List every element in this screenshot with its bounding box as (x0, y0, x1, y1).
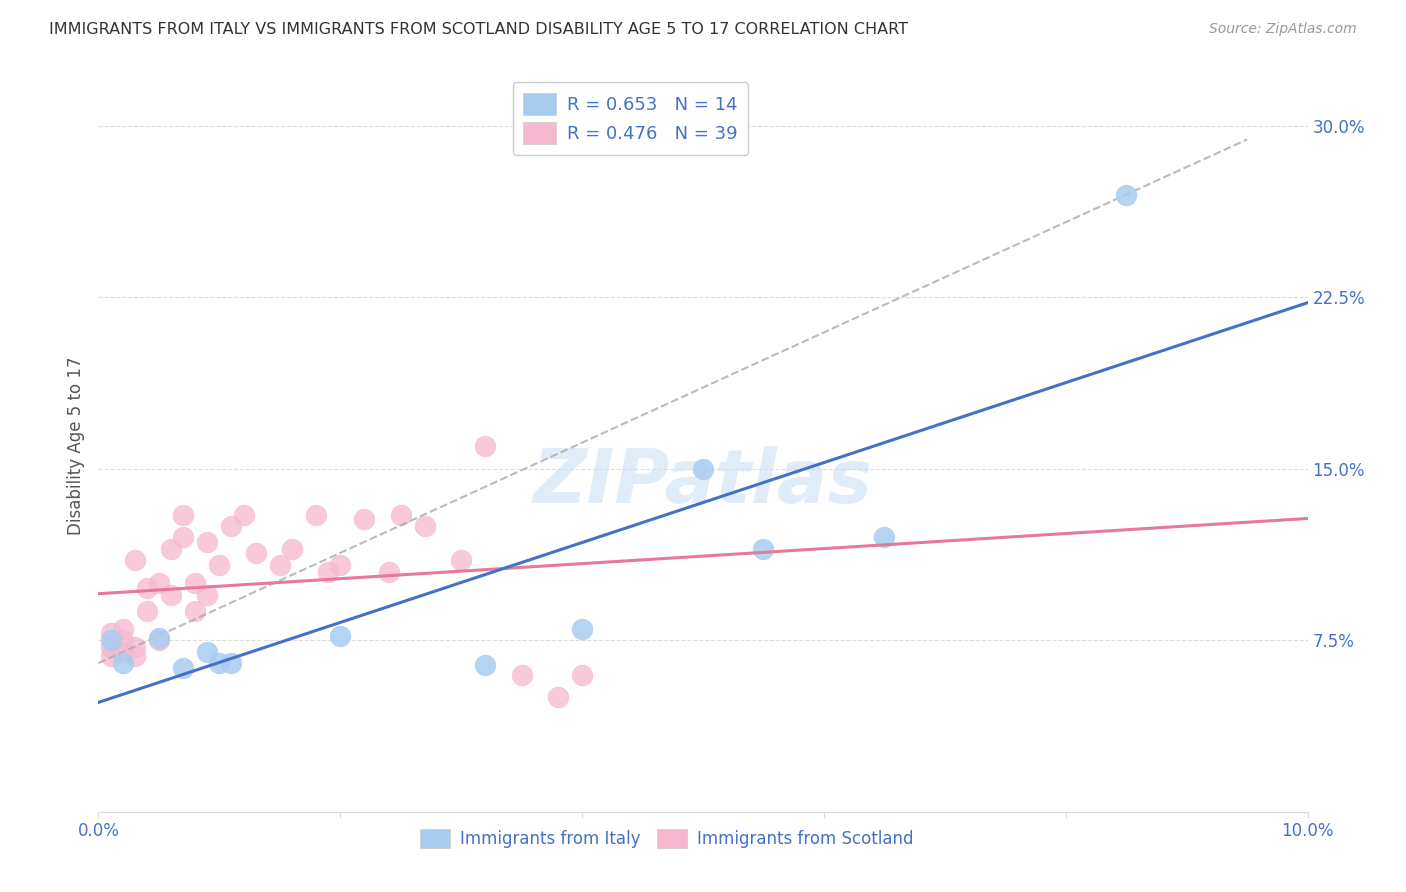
Point (450, 553, 472, 567)
Point (172, 530, 194, 544)
Point (124, 640, 146, 655)
Point (195, 588, 218, 602)
Point (221, 519, 243, 533)
Point (389, 508, 412, 522)
Point (124, 649, 146, 664)
Point (172, 508, 194, 522)
Y-axis label: Disability Age 5 to 17: Disability Age 5 to 17 (66, 357, 84, 535)
Point (305, 508, 328, 522)
Point (752, 541, 775, 556)
Point (195, 535, 218, 549)
Point (148, 633, 170, 648)
Point (571, 622, 593, 636)
Point (221, 656, 243, 670)
Text: IMMIGRANTS FROM ITALY VS IMMIGRANTS FROM SCOTLAND DISABILITY AGE 5 TO 17 CORRELA: IMMIGRANTS FROM ITALY VS IMMIGRANTS FROM… (49, 22, 908, 37)
Point (184, 576, 207, 591)
Point (1115, 187, 1137, 202)
Point (474, 439, 496, 453)
Point (353, 512, 375, 526)
Point (269, 558, 291, 572)
Point (111, 656, 134, 670)
Point (195, 645, 218, 659)
Point (208, 558, 231, 572)
Point (160, 541, 183, 556)
Point (873, 530, 896, 544)
Point (148, 576, 170, 591)
Point (329, 558, 352, 572)
Point (100, 626, 122, 640)
Point (100, 649, 122, 664)
Point (184, 604, 207, 618)
Point (232, 508, 254, 522)
Point (160, 588, 183, 602)
Point (571, 667, 593, 681)
Point (245, 546, 267, 560)
Legend: Immigrants from Italy, Immigrants from Scotland: Immigrants from Italy, Immigrants from S… (413, 822, 920, 855)
Point (329, 629, 352, 643)
Point (510, 667, 533, 681)
Point (208, 656, 231, 670)
Point (377, 565, 399, 579)
Point (124, 553, 146, 567)
Point (148, 631, 170, 645)
Point (692, 462, 714, 476)
Point (111, 622, 134, 636)
Point (172, 661, 194, 675)
Point (316, 565, 339, 579)
Point (111, 633, 134, 648)
Point (281, 541, 304, 556)
Point (413, 519, 436, 533)
Text: ZIPatlas: ZIPatlas (533, 446, 873, 519)
Point (100, 633, 122, 648)
Text: Source: ZipAtlas.com: Source: ZipAtlas.com (1209, 22, 1357, 37)
Point (100, 640, 122, 655)
Point (111, 645, 134, 659)
Point (135, 581, 157, 595)
Point (474, 658, 496, 673)
Point (135, 604, 157, 618)
Point (547, 690, 569, 705)
